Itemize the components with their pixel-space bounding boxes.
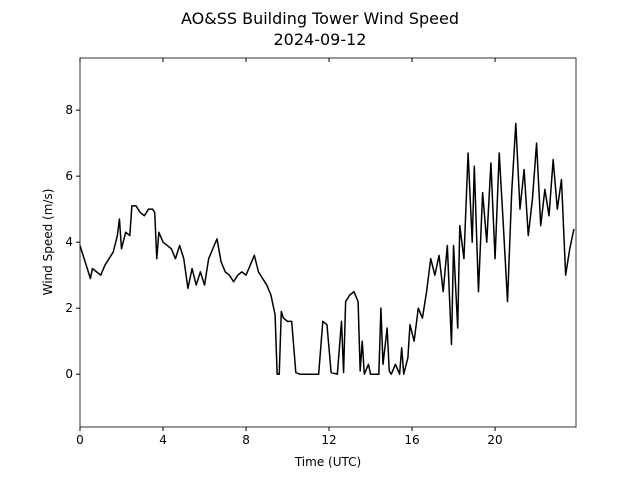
y-tick-label: 0 bbox=[65, 367, 73, 381]
x-tick-label: 16 bbox=[404, 433, 419, 447]
x-tick-label: 20 bbox=[487, 433, 502, 447]
y-tick-label: 2 bbox=[65, 301, 73, 315]
x-tick-label: 4 bbox=[159, 433, 167, 447]
y-axis-label: Wind Speed (m/s) bbox=[41, 189, 55, 296]
y-tick-label: 6 bbox=[65, 169, 73, 183]
data-line bbox=[79, 122, 575, 375]
x-tick-label: 12 bbox=[321, 433, 336, 447]
plot-frame bbox=[79, 57, 577, 428]
chart-subtitle: 2024-09-12 bbox=[274, 30, 367, 49]
x-tick-label: 8 bbox=[242, 433, 250, 447]
y-tick-label: 8 bbox=[65, 103, 73, 117]
y-tick-label: 4 bbox=[65, 235, 73, 249]
x-tick-label: 0 bbox=[76, 433, 84, 447]
chart-title: AO&SS Building Tower Wind Speed bbox=[181, 9, 459, 28]
x-axis-label: Time (UTC) bbox=[294, 455, 361, 469]
